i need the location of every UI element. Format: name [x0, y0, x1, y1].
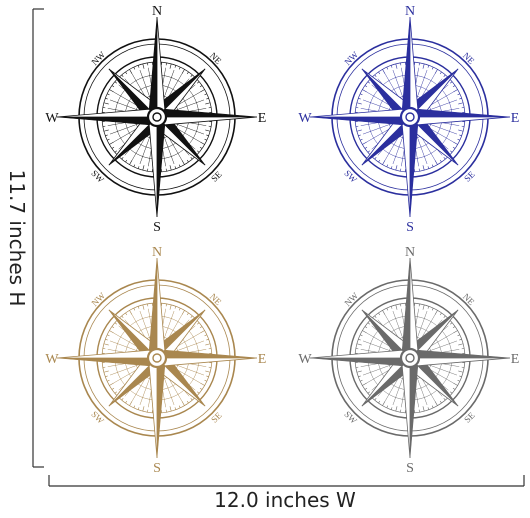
direction-label-se: SE [209, 410, 224, 425]
direction-label-ne: NE [208, 51, 224, 67]
direction-label-w: W [298, 352, 312, 367]
degree-ticks [355, 62, 465, 172]
direction-label-sw: SW [89, 409, 106, 426]
cardinal-point [409, 357, 419, 459]
cardinal-point-shade [401, 357, 411, 459]
cardinal-point-shade [156, 116, 258, 126]
direction-label-n: N [405, 245, 415, 260]
cardinal-point-shade [309, 108, 411, 118]
direction-label-w: W [45, 352, 59, 367]
cardinal-point [156, 108, 258, 118]
direction-label-nw: NW [342, 290, 360, 308]
direction-label-se: SE [209, 169, 224, 184]
direction-label-s: S [406, 220, 414, 235]
direction-label-sw: SW [342, 168, 359, 185]
cardinal-point [409, 108, 511, 118]
direction-label-ne: NE [208, 292, 224, 308]
direction-label-e: E [258, 352, 267, 367]
direction-label-w: W [45, 111, 59, 126]
cardinal-point-shade [156, 16, 166, 118]
cardinal-point-shade [409, 357, 511, 367]
direction-label-sw: SW [89, 168, 106, 185]
cardinal-point [156, 357, 166, 459]
hub-center [405, 353, 415, 363]
cardinal-point [156, 116, 166, 218]
cardinal-point-shade [401, 116, 411, 218]
direction-label-se: SE [462, 410, 477, 425]
cardinal-point-shade [56, 108, 158, 118]
direction-label-e: E [511, 111, 520, 126]
hub-center [405, 112, 415, 122]
cardinal-point [56, 357, 158, 367]
direction-label-n: N [405, 4, 415, 19]
cardinal-point [309, 116, 411, 126]
cardinal-point-shade [409, 257, 419, 359]
direction-label-nw: NW [89, 49, 107, 67]
direction-label-s: S [153, 220, 161, 235]
cardinal-point [409, 349, 511, 359]
cardinal-point [56, 116, 158, 126]
direction-label-se: SE [462, 169, 477, 184]
height-dimension-bracket [32, 8, 44, 468]
height-label: 11.7 inches H [5, 170, 29, 307]
hub-center [152, 112, 162, 122]
cardinal-point [401, 16, 411, 118]
cardinal-point [409, 116, 419, 218]
cardinal-point [148, 16, 158, 118]
cardinal-point [401, 257, 411, 359]
hub-center [152, 353, 162, 363]
cardinal-point-shade [156, 257, 166, 359]
cardinal-point [156, 349, 258, 359]
direction-label-w: W [298, 111, 312, 126]
direction-label-e: E [258, 111, 267, 126]
direction-label-n: N [152, 245, 162, 260]
cardinal-point [309, 357, 411, 367]
direction-label-n: N [152, 4, 162, 19]
cardinal-point-shade [309, 349, 411, 359]
cardinal-point [148, 257, 158, 359]
direction-label-s: S [153, 461, 161, 476]
direction-label-nw: NW [342, 49, 360, 67]
direction-label-nw: NW [89, 290, 107, 308]
direction-label-sw: SW [342, 409, 359, 426]
cardinal-point-shade [409, 116, 511, 126]
width-label: 12.0 inches W [214, 488, 356, 512]
cardinal-point-shade [409, 16, 419, 118]
cardinal-point-shade [56, 349, 158, 359]
cardinal-point-shade [148, 116, 158, 218]
direction-label-s: S [406, 461, 414, 476]
width-dimension-bracket [48, 475, 525, 487]
direction-label-ne: NE [461, 292, 477, 308]
cardinal-point-shade [148, 357, 158, 459]
cardinal-point-shade [156, 357, 258, 367]
direction-label-e: E [511, 352, 520, 367]
direction-label-ne: NE [461, 51, 477, 67]
